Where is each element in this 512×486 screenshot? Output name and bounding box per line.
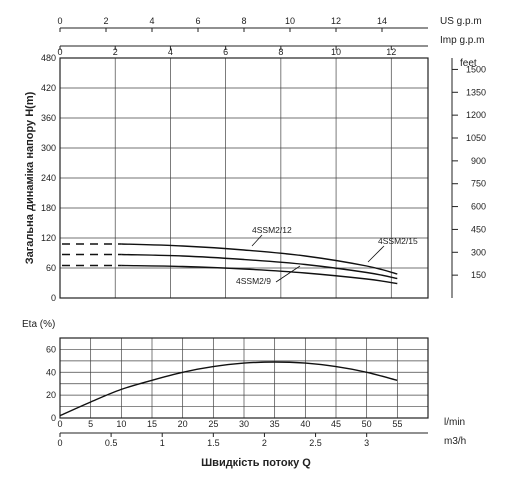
us-gpm-tick-label: 0	[57, 16, 62, 26]
feet-tick-label: 1050	[466, 133, 486, 143]
lmin-tick-label: 55	[392, 419, 402, 429]
head-curves	[62, 243, 398, 285]
us-gpm-tick-label: 6	[195, 16, 200, 26]
head-y-tick-label: 480	[41, 53, 56, 63]
imp-gpm-tick-label: 6	[223, 47, 228, 57]
head-y-tick-label: 60	[46, 263, 56, 273]
head-y-ticks: 0 60 120 180 240 300 360 420 480	[41, 53, 56, 303]
feet-tick-label: 900	[471, 156, 486, 166]
m3h-tick-label: 0	[57, 438, 62, 448]
lmin-tick-label: 15	[147, 419, 157, 429]
feet-tick-label: 1500	[466, 64, 486, 74]
eta-chart-frame	[59, 337, 429, 419]
us-gpm-tick-label: 8	[241, 16, 246, 26]
head-curve-4ssm2-12	[121, 253, 398, 280]
m3h-tick-label: 0.5	[105, 438, 118, 448]
m3h-tick-label: 3	[364, 438, 369, 448]
lmin-label: l/min	[444, 417, 465, 428]
eta-curve-group	[59, 361, 398, 417]
feet-tick-label: 600	[471, 202, 486, 212]
series-label-4ssm2-12: 4SSM2/12	[252, 225, 292, 235]
lmin-tick-label: 0	[57, 419, 62, 429]
lmin-tick-label: 20	[178, 419, 188, 429]
lmin-tick-label: 50	[362, 419, 372, 429]
eta-y-tick-label: 40	[46, 367, 56, 377]
lmin-tick-label: 40	[300, 419, 310, 429]
eta-curve	[59, 361, 398, 417]
imp-gpm-tick-label: 12	[386, 47, 396, 57]
feet-tick-label: 1200	[466, 110, 486, 120]
series-label-4ssm2-9: 4SSM2/9	[236, 276, 271, 286]
lmin-tick-label: 45	[331, 419, 341, 429]
eta-y-tick-label: 0	[51, 413, 56, 423]
us-gpm-tick-label: 12	[331, 16, 341, 26]
eta-chart-grid	[59, 338, 428, 419]
feet-tick-label: 450	[471, 224, 486, 234]
imp-gpm-tick-label: 0	[57, 47, 62, 57]
top-axes: 0 2 4 6 8 10 12 14 0 2 4 6 8 10 12 US g.p.m Imp g.p.m	[57, 16, 484, 57]
head-y-axis-title: Загальна динаміка напору H(m)	[24, 91, 36, 264]
us-gpm-ticks: 0 2 4 6 8 10 12 14	[57, 16, 387, 32]
m3h-tick-label: 2.5	[309, 438, 322, 448]
lmin-tick-label: 35	[270, 419, 280, 429]
imp-gpm-tick-label: 8	[278, 47, 283, 57]
head-y-tick-label: 120	[41, 233, 56, 243]
feet-tick-label: 150	[471, 270, 486, 280]
head-curve-4ssm2-15	[121, 243, 398, 275]
eta-axis-title: Eta (%)	[22, 319, 55, 330]
lmin-ticks: 0 5 10 15 20 25 30 35 40 45 50 55	[57, 419, 402, 429]
us-gpm-tick-label: 10	[285, 16, 295, 26]
us-gpm-tick-label: 4	[149, 16, 154, 26]
lmin-tick-label: 10	[116, 419, 126, 429]
feet-tick-label: 750	[471, 179, 486, 189]
series-leader-4ssm2-15	[367, 245, 385, 263]
imp-gpm-tick-label: 10	[331, 47, 341, 57]
flow-axis-title: Швидкість потоку Q	[201, 457, 311, 469]
head-curve-4ssm2-9	[121, 264, 398, 285]
head-y-tick-label: 180	[41, 203, 56, 213]
lmin-tick-label: 30	[239, 419, 249, 429]
m3h-label: m3/h	[444, 436, 466, 447]
lmin-tick-label: 25	[208, 419, 218, 429]
lmin-tick-label: 5	[88, 419, 93, 429]
head-y-tick-label: 300	[41, 143, 56, 153]
head-y-tick-label: 0	[51, 293, 56, 303]
head-y-tick-label: 420	[41, 83, 56, 93]
feet-y-ticks: 150 300 450 600 750 900 1050 1200 1350 1500	[452, 64, 486, 280]
head-y-tick-label: 240	[41, 173, 56, 183]
m3h-tick-label: 2	[262, 438, 267, 448]
imp-gpm-label: Imp g.p.m	[440, 35, 484, 46]
head-chart-grid	[59, 57, 428, 299]
us-gpm-label: US g.p.m	[440, 16, 482, 27]
eta-y-ticks: 0 20 40 60	[46, 344, 56, 423]
eta-y-tick-label: 60	[46, 344, 56, 354]
m3h-ticks: 0 0.5 1 1.5 2 2.5 3	[57, 433, 369, 448]
head-y-tick-label: 360	[41, 113, 56, 123]
feet-tick-label: 1350	[466, 87, 486, 97]
series-leader-4ssm2-9	[275, 265, 301, 283]
m3h-tick-label: 1.5	[207, 438, 220, 448]
eta-y-tick-label: 20	[46, 390, 56, 400]
head-chart-frame	[59, 57, 429, 299]
feet-axis-label: feet	[460, 58, 477, 69]
feet-tick-label: 300	[471, 247, 486, 257]
series-label-4ssm2-15: 4SSM2/15	[378, 236, 418, 246]
series-leader-4ssm2-12	[251, 234, 263, 247]
imp-gpm-ticks: 0 2 4 6 8 10 12	[57, 46, 396, 57]
imp-gpm-tick-label: 2	[113, 47, 118, 57]
imp-gpm-tick-label: 4	[168, 47, 173, 57]
m3h-tick-label: 1	[160, 438, 165, 448]
us-gpm-tick-label: 14	[377, 16, 387, 26]
us-gpm-tick-label: 2	[103, 16, 108, 26]
